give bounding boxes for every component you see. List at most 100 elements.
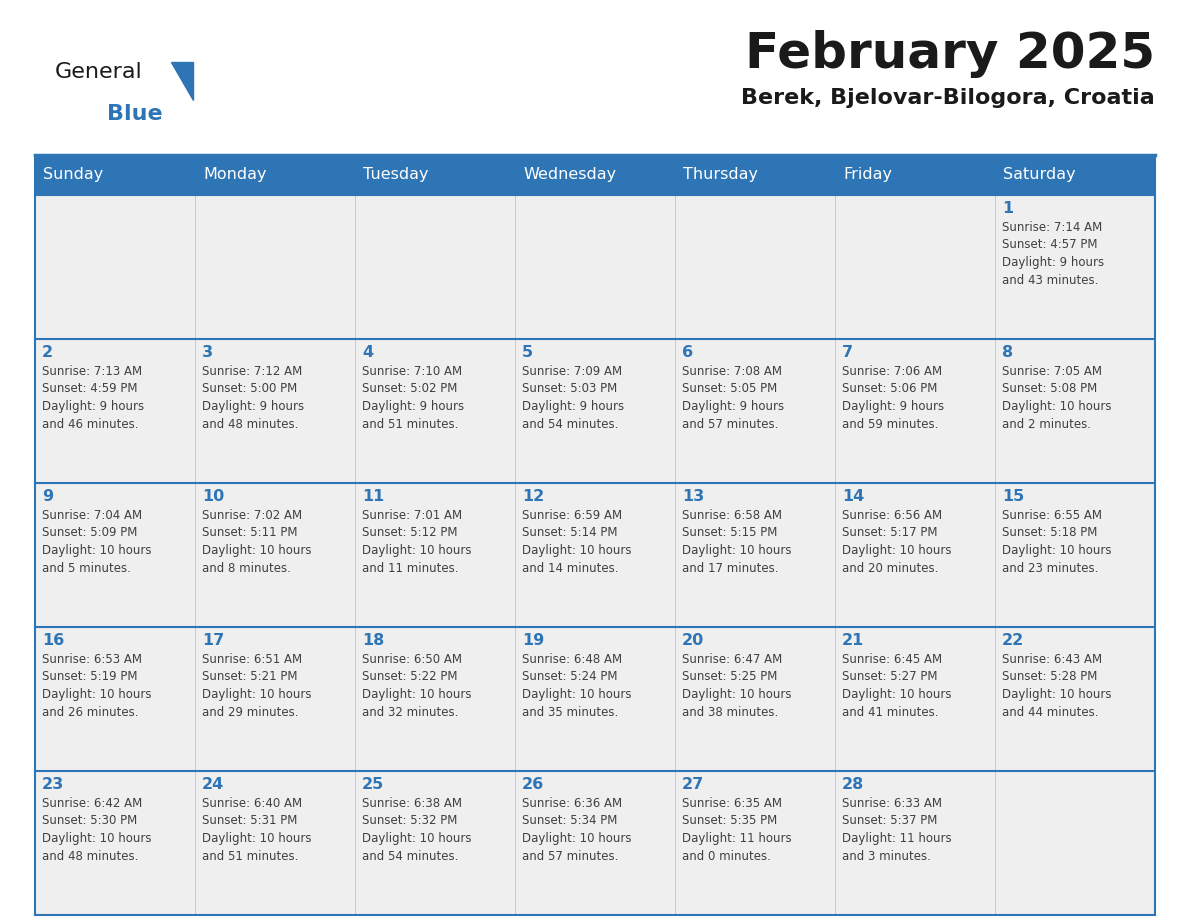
Bar bbox=[675, 195, 835, 339]
Bar bbox=[516, 771, 675, 915]
Text: Sunrise: 6:40 AM
Sunset: 5:31 PM
Daylight: 10 hours
and 51 minutes.: Sunrise: 6:40 AM Sunset: 5:31 PM Dayligh… bbox=[202, 797, 311, 863]
Text: General: General bbox=[55, 62, 143, 82]
Text: Sunrise: 7:12 AM
Sunset: 5:00 PM
Daylight: 9 hours
and 48 minutes.: Sunrise: 7:12 AM Sunset: 5:00 PM Dayligh… bbox=[202, 365, 304, 431]
Text: 21: 21 bbox=[842, 633, 864, 648]
Text: Sunrise: 6:59 AM
Sunset: 5:14 PM
Daylight: 10 hours
and 14 minutes.: Sunrise: 6:59 AM Sunset: 5:14 PM Dayligh… bbox=[522, 509, 632, 575]
Bar bbox=[835, 483, 996, 627]
Text: Sunday: Sunday bbox=[43, 167, 103, 183]
Text: 20: 20 bbox=[682, 633, 704, 648]
Text: 24: 24 bbox=[202, 777, 225, 792]
Text: 14: 14 bbox=[842, 489, 864, 504]
Text: Wednesday: Wednesday bbox=[523, 167, 617, 183]
Text: Monday: Monday bbox=[203, 167, 266, 183]
Bar bbox=[355, 339, 516, 483]
Bar bbox=[996, 155, 1155, 195]
Bar bbox=[34, 771, 195, 915]
Bar bbox=[996, 195, 1155, 339]
Text: Sunrise: 6:55 AM
Sunset: 5:18 PM
Daylight: 10 hours
and 23 minutes.: Sunrise: 6:55 AM Sunset: 5:18 PM Dayligh… bbox=[1001, 509, 1112, 575]
Bar bbox=[34, 483, 195, 627]
Text: 4: 4 bbox=[362, 345, 373, 360]
Bar bbox=[996, 483, 1155, 627]
Text: 8: 8 bbox=[1001, 345, 1013, 360]
Text: Sunrise: 7:08 AM
Sunset: 5:05 PM
Daylight: 9 hours
and 57 minutes.: Sunrise: 7:08 AM Sunset: 5:05 PM Dayligh… bbox=[682, 365, 784, 431]
Bar bbox=[34, 195, 195, 339]
Text: Sunrise: 6:47 AM
Sunset: 5:25 PM
Daylight: 10 hours
and 38 minutes.: Sunrise: 6:47 AM Sunset: 5:25 PM Dayligh… bbox=[682, 653, 791, 719]
Bar bbox=[996, 339, 1155, 483]
Text: Sunrise: 7:04 AM
Sunset: 5:09 PM
Daylight: 10 hours
and 5 minutes.: Sunrise: 7:04 AM Sunset: 5:09 PM Dayligh… bbox=[42, 509, 152, 575]
Text: Sunrise: 6:51 AM
Sunset: 5:21 PM
Daylight: 10 hours
and 29 minutes.: Sunrise: 6:51 AM Sunset: 5:21 PM Dayligh… bbox=[202, 653, 311, 719]
Bar bbox=[195, 483, 355, 627]
Bar bbox=[195, 627, 355, 771]
Text: 7: 7 bbox=[842, 345, 853, 360]
Text: February 2025: February 2025 bbox=[745, 30, 1155, 78]
Text: 2: 2 bbox=[42, 345, 53, 360]
Text: Tuesday: Tuesday bbox=[364, 167, 429, 183]
Bar bbox=[996, 771, 1155, 915]
Text: Blue: Blue bbox=[107, 104, 163, 124]
Text: Sunrise: 6:56 AM
Sunset: 5:17 PM
Daylight: 10 hours
and 20 minutes.: Sunrise: 6:56 AM Sunset: 5:17 PM Dayligh… bbox=[842, 509, 952, 575]
Text: Sunrise: 6:53 AM
Sunset: 5:19 PM
Daylight: 10 hours
and 26 minutes.: Sunrise: 6:53 AM Sunset: 5:19 PM Dayligh… bbox=[42, 653, 152, 719]
Text: Sunrise: 6:43 AM
Sunset: 5:28 PM
Daylight: 10 hours
and 44 minutes.: Sunrise: 6:43 AM Sunset: 5:28 PM Dayligh… bbox=[1001, 653, 1112, 719]
Bar bbox=[675, 339, 835, 483]
Text: 11: 11 bbox=[362, 489, 384, 504]
Bar bbox=[34, 627, 195, 771]
Polygon shape bbox=[171, 62, 192, 100]
Text: Sunrise: 7:10 AM
Sunset: 5:02 PM
Daylight: 9 hours
and 51 minutes.: Sunrise: 7:10 AM Sunset: 5:02 PM Dayligh… bbox=[362, 365, 465, 431]
Bar bbox=[835, 339, 996, 483]
Text: 9: 9 bbox=[42, 489, 53, 504]
Text: Sunrise: 6:50 AM
Sunset: 5:22 PM
Daylight: 10 hours
and 32 minutes.: Sunrise: 6:50 AM Sunset: 5:22 PM Dayligh… bbox=[362, 653, 472, 719]
Text: 5: 5 bbox=[522, 345, 533, 360]
Text: Sunrise: 7:05 AM
Sunset: 5:08 PM
Daylight: 10 hours
and 2 minutes.: Sunrise: 7:05 AM Sunset: 5:08 PM Dayligh… bbox=[1001, 365, 1112, 431]
Text: Sunrise: 7:06 AM
Sunset: 5:06 PM
Daylight: 9 hours
and 59 minutes.: Sunrise: 7:06 AM Sunset: 5:06 PM Dayligh… bbox=[842, 365, 944, 431]
Bar bbox=[675, 627, 835, 771]
Text: 12: 12 bbox=[522, 489, 544, 504]
Text: 27: 27 bbox=[682, 777, 704, 792]
Text: 13: 13 bbox=[682, 489, 704, 504]
Text: 16: 16 bbox=[42, 633, 64, 648]
Text: Sunrise: 6:36 AM
Sunset: 5:34 PM
Daylight: 10 hours
and 57 minutes.: Sunrise: 6:36 AM Sunset: 5:34 PM Dayligh… bbox=[522, 797, 632, 863]
Bar bbox=[355, 195, 516, 339]
Text: Saturday: Saturday bbox=[1003, 167, 1075, 183]
Text: 6: 6 bbox=[682, 345, 693, 360]
Bar bbox=[355, 483, 516, 627]
Text: Sunrise: 7:13 AM
Sunset: 4:59 PM
Daylight: 9 hours
and 46 minutes.: Sunrise: 7:13 AM Sunset: 4:59 PM Dayligh… bbox=[42, 365, 144, 431]
Text: Sunrise: 6:45 AM
Sunset: 5:27 PM
Daylight: 10 hours
and 41 minutes.: Sunrise: 6:45 AM Sunset: 5:27 PM Dayligh… bbox=[842, 653, 952, 719]
Text: Sunrise: 6:58 AM
Sunset: 5:15 PM
Daylight: 10 hours
and 17 minutes.: Sunrise: 6:58 AM Sunset: 5:15 PM Dayligh… bbox=[682, 509, 791, 575]
Bar bbox=[996, 627, 1155, 771]
Bar bbox=[516, 627, 675, 771]
Text: Thursday: Thursday bbox=[683, 167, 758, 183]
Bar bbox=[516, 483, 675, 627]
Bar bbox=[355, 155, 516, 195]
Bar bbox=[675, 155, 835, 195]
Bar bbox=[835, 195, 996, 339]
Text: 25: 25 bbox=[362, 777, 384, 792]
Bar bbox=[835, 771, 996, 915]
Text: Sunrise: 6:48 AM
Sunset: 5:24 PM
Daylight: 10 hours
and 35 minutes.: Sunrise: 6:48 AM Sunset: 5:24 PM Dayligh… bbox=[522, 653, 632, 719]
Text: 23: 23 bbox=[42, 777, 64, 792]
Bar bbox=[195, 195, 355, 339]
Bar bbox=[675, 771, 835, 915]
Text: Sunrise: 7:01 AM
Sunset: 5:12 PM
Daylight: 10 hours
and 11 minutes.: Sunrise: 7:01 AM Sunset: 5:12 PM Dayligh… bbox=[362, 509, 472, 575]
Text: 10: 10 bbox=[202, 489, 225, 504]
Bar bbox=[34, 339, 195, 483]
Text: 15: 15 bbox=[1001, 489, 1024, 504]
Bar bbox=[675, 483, 835, 627]
Bar bbox=[195, 339, 355, 483]
Text: Berek, Bjelovar-Bilogora, Croatia: Berek, Bjelovar-Bilogora, Croatia bbox=[741, 88, 1155, 108]
Bar bbox=[516, 155, 675, 195]
Text: 1: 1 bbox=[1001, 201, 1013, 216]
Bar bbox=[195, 155, 355, 195]
Text: Sunrise: 6:33 AM
Sunset: 5:37 PM
Daylight: 11 hours
and 3 minutes.: Sunrise: 6:33 AM Sunset: 5:37 PM Dayligh… bbox=[842, 797, 952, 863]
Bar bbox=[355, 771, 516, 915]
Text: Sunrise: 6:35 AM
Sunset: 5:35 PM
Daylight: 11 hours
and 0 minutes.: Sunrise: 6:35 AM Sunset: 5:35 PM Dayligh… bbox=[682, 797, 791, 863]
Bar bbox=[835, 155, 996, 195]
Bar bbox=[516, 339, 675, 483]
Text: Sunrise: 6:42 AM
Sunset: 5:30 PM
Daylight: 10 hours
and 48 minutes.: Sunrise: 6:42 AM Sunset: 5:30 PM Dayligh… bbox=[42, 797, 152, 863]
Text: Sunrise: 7:09 AM
Sunset: 5:03 PM
Daylight: 9 hours
and 54 minutes.: Sunrise: 7:09 AM Sunset: 5:03 PM Dayligh… bbox=[522, 365, 624, 431]
Bar bbox=[355, 627, 516, 771]
Text: Sunrise: 7:02 AM
Sunset: 5:11 PM
Daylight: 10 hours
and 8 minutes.: Sunrise: 7:02 AM Sunset: 5:11 PM Dayligh… bbox=[202, 509, 311, 575]
Text: Sunrise: 7:14 AM
Sunset: 4:57 PM
Daylight: 9 hours
and 43 minutes.: Sunrise: 7:14 AM Sunset: 4:57 PM Dayligh… bbox=[1001, 221, 1104, 286]
Text: 26: 26 bbox=[522, 777, 544, 792]
Text: 22: 22 bbox=[1001, 633, 1024, 648]
Bar bbox=[835, 627, 996, 771]
